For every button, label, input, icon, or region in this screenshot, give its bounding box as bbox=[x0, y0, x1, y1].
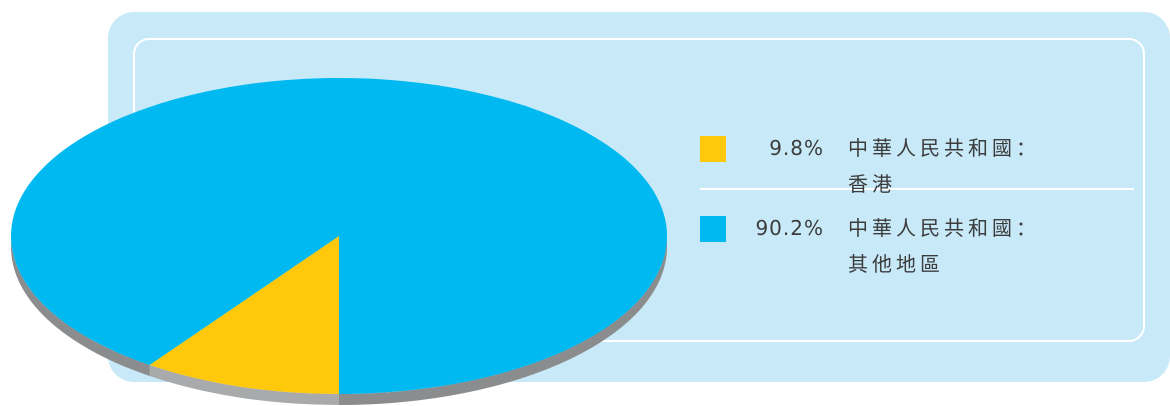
pie-slice-hong-kong bbox=[149, 236, 339, 394]
legend-percent-hong-kong: 9.8% bbox=[769, 136, 824, 160]
legend-label-other-regions: 中華人民共和國： 其他地區 bbox=[848, 216, 1040, 276]
pie-slice-other-regions bbox=[11, 78, 668, 394]
pie-chart bbox=[10, 78, 668, 406]
legend-item-other-regions: 90.2% 中華人民共和國： 其他地區 bbox=[700, 210, 1140, 290]
legend-divider bbox=[700, 188, 1134, 190]
legend-label-hong-kong: 中華人民共和國： 香港 bbox=[848, 136, 1040, 196]
legend-item-hong-kong: 9.8% 中華人民共和國： 香港 bbox=[700, 130, 1140, 210]
pie-side-other-regions-left bbox=[10, 236, 150, 376]
legend-swatch-other-regions bbox=[700, 216, 726, 242]
legend-percent-other-regions: 90.2% bbox=[755, 216, 824, 240]
pie-side-hong-kong bbox=[149, 364, 339, 406]
legend-swatch-hong-kong bbox=[700, 136, 726, 162]
